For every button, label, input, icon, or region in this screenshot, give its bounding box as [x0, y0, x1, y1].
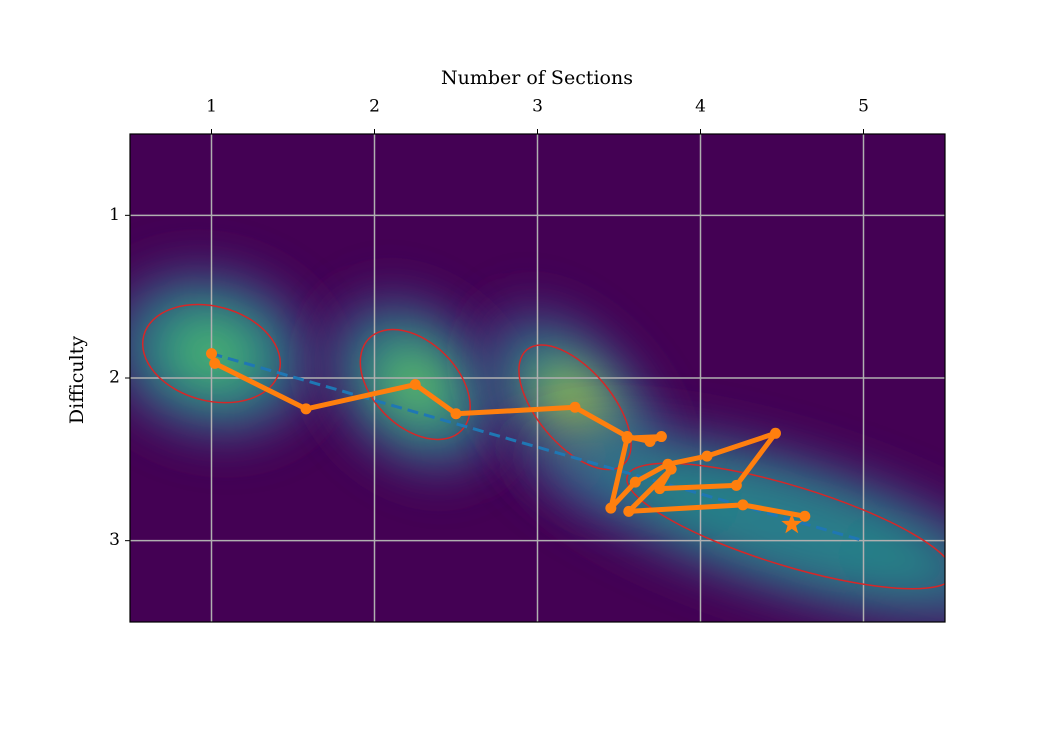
trajectory-point: [629, 476, 641, 488]
trajectory-point: [769, 427, 781, 439]
trajectory-point: [701, 450, 713, 462]
trajectory-point: [644, 435, 656, 447]
trajectory-point: [623, 505, 635, 517]
y-tick-label: 3: [109, 530, 120, 550]
x-tick-label: 5: [858, 97, 869, 117]
trajectory-point: [621, 432, 633, 444]
end-marker: [781, 513, 803, 534]
cluster-ellipse: [626, 462, 945, 590]
trajectory-point: [799, 510, 811, 522]
trajectory-point: [737, 499, 749, 511]
trajectory-point: [569, 401, 581, 413]
trajectory-point: [654, 483, 666, 495]
trajectory-point: [665, 463, 677, 475]
x-tick-label: 2: [369, 97, 380, 117]
trajectory-point: [209, 357, 221, 369]
y-axis-label: Difficulty: [66, 336, 88, 424]
x-tick-label: 4: [695, 97, 706, 117]
x-tick-label: 3: [532, 97, 543, 117]
cluster-ellipse: [359, 328, 471, 441]
y-tick-label: 1: [109, 205, 120, 225]
trajectory-point: [450, 408, 462, 420]
trajectory-point: [206, 348, 217, 360]
x-tick-label: 1: [206, 97, 217, 117]
x-axis-label: Number of Sections: [441, 67, 633, 89]
trajectory-point: [655, 431, 667, 443]
trajectory-point: [730, 479, 742, 491]
trajectory-point: [409, 379, 421, 391]
plot-marks: [141, 303, 945, 590]
y-tick-label: 2: [109, 368, 120, 388]
plot-frame: [129, 133, 946, 623]
trajectory-point: [605, 502, 617, 514]
trajectory-point: [300, 403, 312, 415]
